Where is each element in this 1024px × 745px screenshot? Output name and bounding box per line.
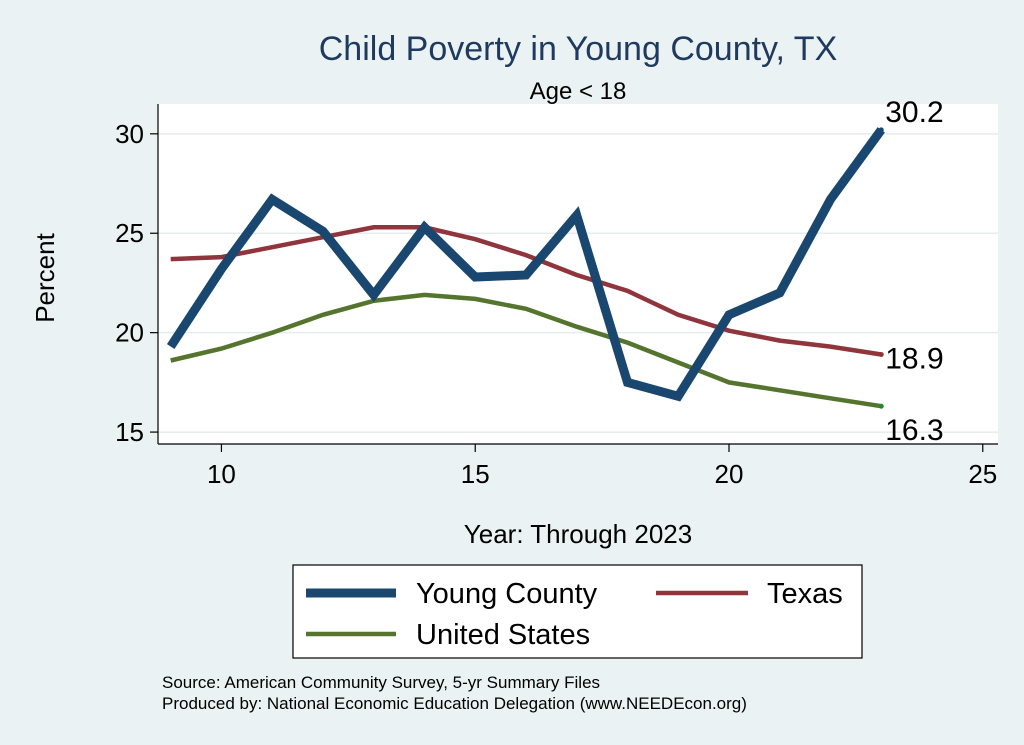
footnote-producer: Produced by: National Economic Education… (162, 694, 747, 713)
legend-label-texas: Texas (767, 578, 843, 610)
legend-label-young-county: Young County (416, 578, 598, 610)
legend: Young County Texas United States (306, 578, 843, 651)
end-label-texas: 18.9 (885, 343, 943, 376)
series-line-united-states (170, 292, 882, 409)
y-tick-label: 25 (115, 218, 144, 248)
y-tick-label: 15 (115, 417, 144, 447)
end-label-united-states: 16.3 (885, 414, 943, 447)
x-tick-label: 25 (968, 459, 997, 489)
series-line-texas (170, 225, 882, 357)
footnote-source: Source: American Community Survey, 5-yr … (162, 673, 600, 692)
y-axis-title: Percent (30, 232, 60, 322)
y-tick-label: 20 (115, 318, 144, 348)
series-end-marker (878, 403, 884, 409)
series-end-marker (878, 352, 884, 358)
x-tick-label: 20 (715, 459, 744, 489)
x-axis-title: Year: Through 2023 (464, 519, 692, 549)
series-line-young-county (166, 127, 885, 402)
series-lines (166, 127, 885, 409)
chart-subtitle: Age < 18 (530, 78, 627, 105)
end-label-young-county: 30.2 (885, 96, 943, 129)
legend-label-united-states: United States (416, 619, 590, 651)
x-tick-label: 15 (461, 459, 490, 489)
axis-ticks: 15 20 25 30 10 15 20 25 (115, 119, 997, 489)
series-end-marker (878, 127, 884, 133)
chart-title: Child Poverty in Young County, TX (319, 30, 838, 68)
y-tick-label: 30 (115, 119, 144, 149)
legend-box (292, 564, 863, 659)
end-labels: 30.2 18.9 16.3 (885, 96, 943, 447)
x-tick-label: 10 (207, 459, 236, 489)
